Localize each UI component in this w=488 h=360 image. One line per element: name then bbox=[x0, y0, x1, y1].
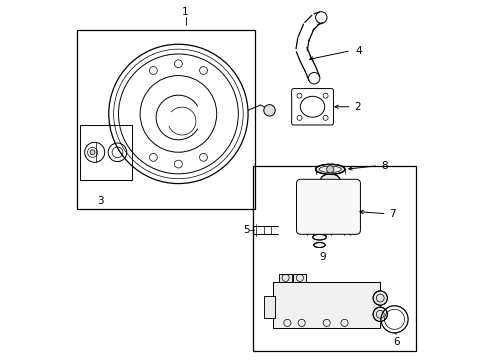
Circle shape bbox=[372, 291, 386, 305]
Bar bbox=[279, 274, 291, 282]
Bar bbox=[264, 296, 274, 318]
Bar bbox=[293, 274, 305, 282]
Text: 5: 5 bbox=[243, 225, 249, 235]
Ellipse shape bbox=[315, 164, 344, 174]
Text: 9: 9 bbox=[318, 252, 325, 262]
Ellipse shape bbox=[313, 243, 325, 248]
Text: 7: 7 bbox=[388, 209, 395, 219]
Text: 3: 3 bbox=[98, 196, 104, 206]
Bar bbox=[253, 166, 415, 351]
Bar bbox=[293, 274, 305, 282]
Circle shape bbox=[263, 105, 275, 116]
Ellipse shape bbox=[320, 174, 339, 187]
Bar bbox=[279, 274, 291, 282]
Circle shape bbox=[90, 150, 95, 155]
Text: 6: 6 bbox=[392, 337, 399, 347]
FancyBboxPatch shape bbox=[291, 89, 333, 125]
Bar bbox=[80, 125, 132, 180]
Bar bbox=[272, 282, 380, 328]
Text: 4: 4 bbox=[354, 46, 361, 56]
Circle shape bbox=[372, 307, 386, 321]
Text: 8: 8 bbox=[380, 161, 387, 171]
Bar bbox=[77, 30, 255, 208]
FancyBboxPatch shape bbox=[296, 179, 360, 234]
Ellipse shape bbox=[312, 234, 325, 240]
Text: 1: 1 bbox=[182, 8, 188, 18]
Bar bbox=[264, 296, 274, 318]
Bar bbox=[272, 282, 380, 328]
Circle shape bbox=[326, 166, 333, 173]
Text: 2: 2 bbox=[354, 102, 361, 112]
